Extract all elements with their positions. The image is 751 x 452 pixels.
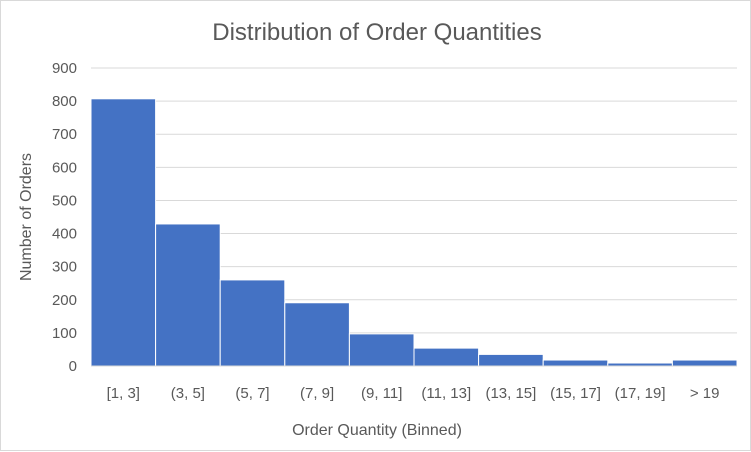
y-tick-label: 400 bbox=[52, 226, 77, 243]
y-tick-label: 0 bbox=[69, 358, 77, 375]
chart-title: Distribution of Order Quantities bbox=[212, 19, 541, 46]
histogram-bar bbox=[671, 359, 738, 367]
x-tick-label: (11, 13] bbox=[421, 385, 471, 402]
x-tick-label: (13, 15] bbox=[485, 385, 536, 402]
x-tick-label: (15, 17] bbox=[550, 385, 601, 402]
histogram-bar bbox=[348, 333, 415, 367]
y-tick-label: 500 bbox=[52, 192, 77, 209]
y-axis-title: Number of Orders bbox=[18, 153, 35, 281]
x-tick-labels: [1, 3] (3, 5] (5, 7] (7, 9] (9, 11] (11, 13] (… bbox=[107, 385, 720, 402]
y-tick-label: 800 bbox=[52, 93, 77, 110]
y-tick-label: 300 bbox=[52, 259, 77, 276]
y-tick-label: 700 bbox=[52, 126, 77, 143]
histogram-bar bbox=[90, 98, 157, 367]
x-axis-title: Order Quantity (Binned) bbox=[292, 422, 462, 439]
bars bbox=[90, 98, 738, 367]
y-tick-labels: 0 100 200 300 400 500 600 700 800 900 bbox=[52, 60, 77, 375]
y-tick-label: 200 bbox=[52, 292, 77, 309]
x-tick-label: (7, 9] bbox=[300, 385, 334, 402]
histogram-bar bbox=[478, 353, 544, 367]
y-tick-label: 900 bbox=[52, 60, 77, 77]
x-tick-label: (5, 7] bbox=[235, 385, 269, 402]
x-tick-label: [1, 3] bbox=[107, 385, 140, 402]
x-tick-label: > 19 bbox=[690, 385, 720, 402]
x-tick-label: (3, 5] bbox=[171, 385, 205, 402]
histogram-bar bbox=[155, 223, 221, 367]
histogram-bar bbox=[219, 279, 286, 367]
histogram-bar bbox=[284, 302, 350, 367]
histogram-bar bbox=[542, 359, 609, 367]
histogram-bar bbox=[413, 347, 480, 367]
y-tick-label: 600 bbox=[52, 159, 77, 176]
y-tick-label: 100 bbox=[52, 325, 77, 342]
x-tick-label: (17, 19] bbox=[615, 385, 666, 402]
x-tick-label: (9, 11] bbox=[361, 385, 402, 402]
